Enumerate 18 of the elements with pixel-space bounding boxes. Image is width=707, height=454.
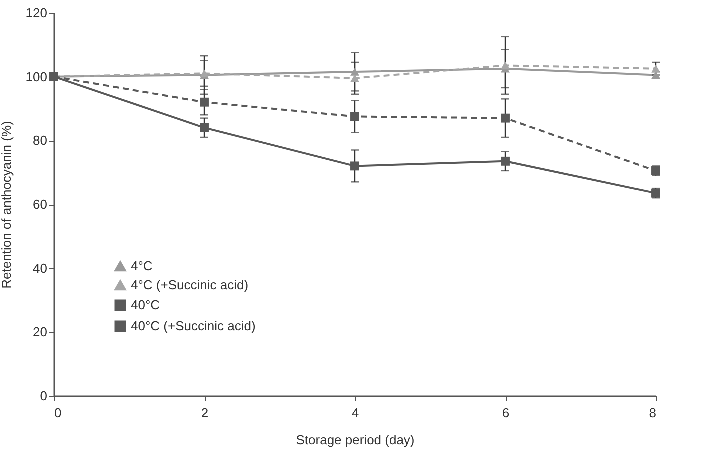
legend-label: 40°C (+Succinic acid)	[131, 318, 256, 334]
y-tick-label: 100	[26, 69, 48, 84]
y-tick-label: 40	[33, 260, 48, 276]
y-tick-label: 120	[26, 6, 48, 20]
y-tick-label: 60	[33, 197, 48, 212]
legend-label: 4°C (+Succinic acid)	[131, 278, 249, 292]
y-tick-label: 20	[33, 324, 48, 340]
x-tick-label: 4	[352, 406, 360, 420]
x-axis-title: Storage period (day)	[296, 432, 415, 448]
x-tick-label: 6	[502, 406, 510, 420]
y-tick-label: 0	[40, 388, 48, 404]
x-tick-label: 8	[649, 406, 656, 420]
y-tick-label: 80	[33, 133, 48, 148]
legend-label: 4°C	[131, 258, 153, 274]
x-tick-label: 0	[54, 406, 62, 420]
x-tick-label: 2	[201, 406, 209, 420]
y-axis-title: Retention of anthocyanin (%)	[0, 121, 14, 289]
legend-label: 40°C	[131, 298, 160, 312]
